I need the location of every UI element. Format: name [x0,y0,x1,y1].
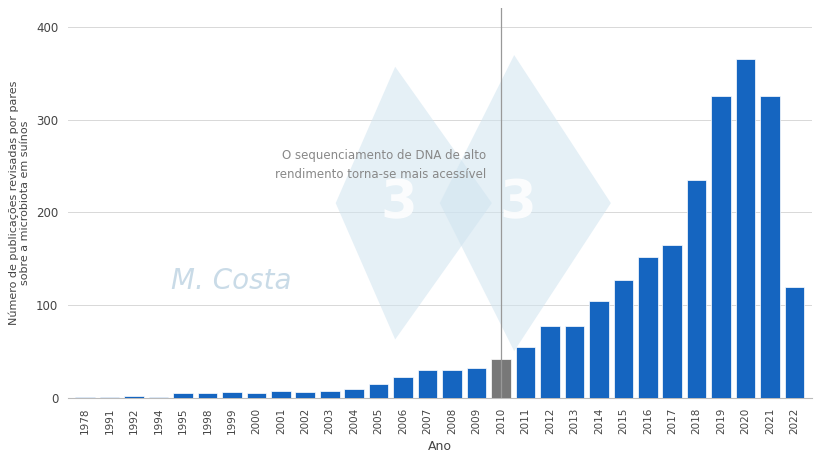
Bar [588,301,608,398]
Bar [418,370,437,398]
Bar [222,392,242,398]
Bar [344,389,364,398]
Bar [735,59,754,398]
Bar [613,280,632,398]
Bar [148,397,168,398]
Bar [124,396,143,398]
Bar [540,325,559,398]
Text: M. Costa: M. Costa [171,267,292,295]
Bar [662,245,681,398]
Bar [295,392,314,398]
Text: 3: 3 [499,177,536,229]
Bar [100,397,120,398]
Bar [637,257,657,398]
Bar [711,96,730,398]
X-axis label: Ano: Ano [428,440,451,453]
Text: 3: 3 [380,177,417,229]
Bar [197,393,217,398]
Bar [564,325,583,398]
Bar [369,384,388,398]
Bar [784,287,803,398]
Bar [466,368,486,398]
Bar [319,391,339,398]
Polygon shape [335,67,491,339]
Bar [441,370,461,398]
Bar [247,393,266,398]
Bar [271,391,290,398]
Text: O sequenciamento de DNA de alto
rendimento torna-se mais acessível: O sequenciamento de DNA de alto rendimen… [274,149,486,181]
Y-axis label: Número de publicações revisadas por pares
sobre a microbiota em suínos: Número de publicações revisadas por pare… [8,81,30,325]
Bar [686,180,706,398]
Bar [515,347,535,398]
Bar [75,397,95,398]
Polygon shape [439,55,610,351]
Bar [491,359,510,398]
Bar [173,393,192,398]
Bar [393,378,413,398]
Bar [759,96,779,398]
